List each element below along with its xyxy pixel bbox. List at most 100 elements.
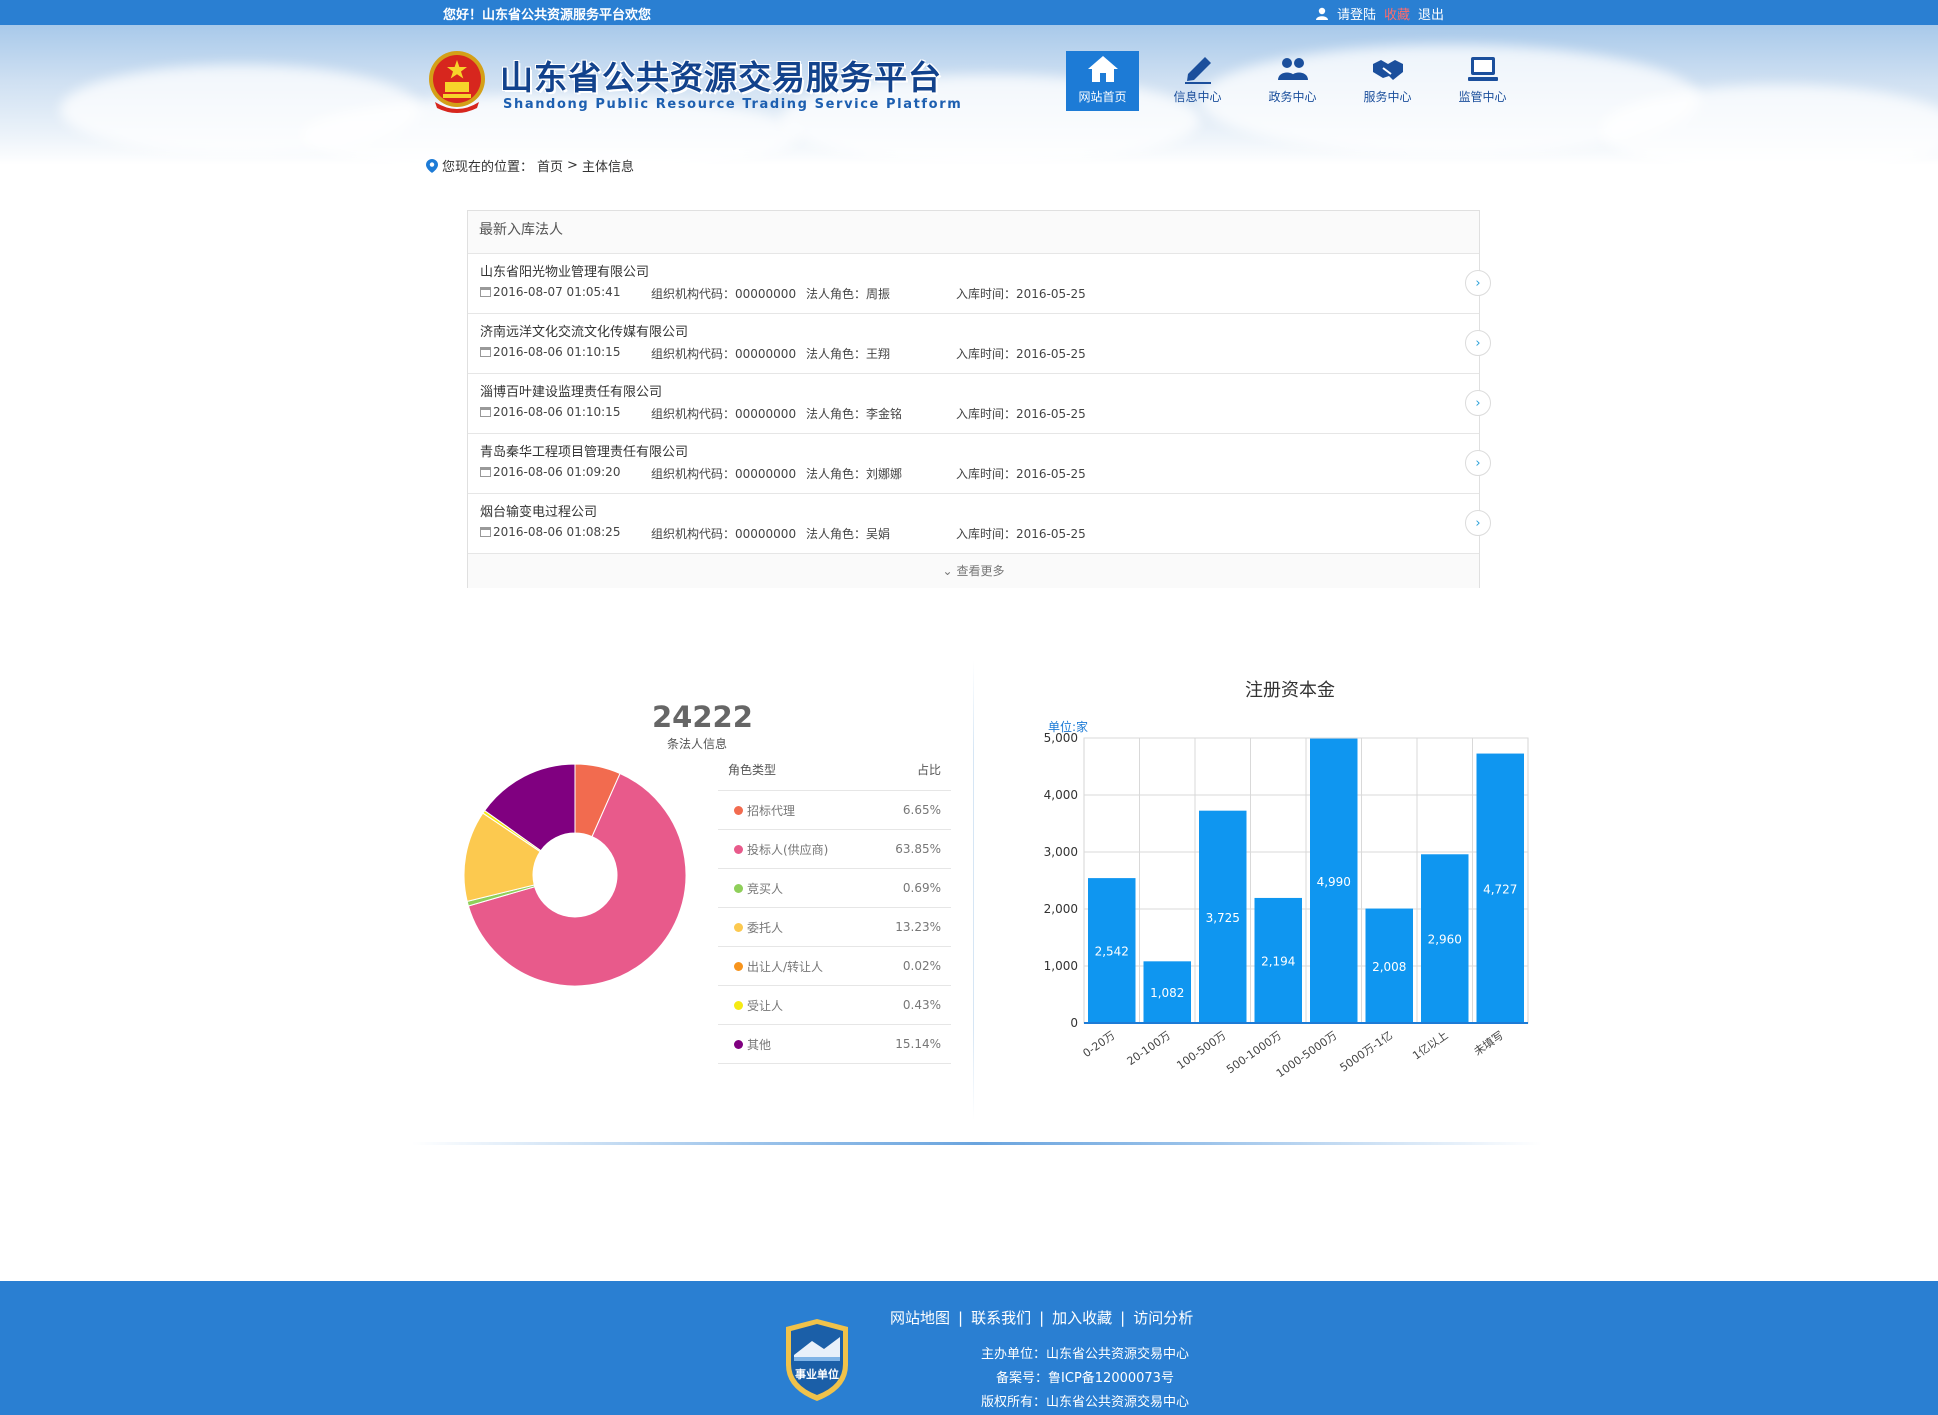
company-name[interactable]: 淄博百叶建设监理责任有限公司 [480,385,663,400]
login-link[interactable]: 请登陆 [1337,8,1377,23]
bar-value-label: 3,725 [1206,911,1240,925]
time-field: 2016-08-06 01:09:20 [480,465,620,479]
vertical-divider [973,660,974,1120]
bar[interactable] [1476,753,1525,1023]
company-name[interactable]: 青岛秦华工程项目管理责任有限公司 [480,445,689,460]
legend-label: 投标人(供应商) [734,841,828,858]
chevron-right-icon[interactable]: › [1465,450,1491,476]
nav-supervision-center[interactable]: 监管中心 [1446,51,1519,111]
legend-label: 出让人/转让人 [734,958,823,975]
legend-pct: 0.02% [902,959,941,973]
legend-pct: 0.69% [902,881,941,895]
national-emblem-icon [429,51,485,113]
public-institution-badge[interactable]: 事业单位 [782,1317,852,1403]
total-count: 24222 [652,700,753,734]
org-code: 组织机构代码：00000000 [651,527,797,541]
nav-info-center[interactable]: 信息中心 [1161,51,1234,111]
nav-service-center[interactable]: 服务中心 [1351,51,1424,111]
list-item-time: 2016-08-06 01:10:15 [493,405,621,419]
chevron-right-icon[interactable]: › [1465,270,1491,296]
list-item-time: 2016-08-07 01:05:41 [493,285,621,299]
bar[interactable] [1199,810,1247,1023]
list-item[interactable]: 烟台输变电过程公司 2016-08-06 01:08:25 组织机构代码：00000… [468,494,1491,554]
legend-color-dot [734,844,743,854]
legend-label: 委托人 [734,919,783,936]
bar[interactable] [1365,908,1414,1023]
bar[interactable] [1254,897,1303,1023]
x-tick-label: 未填写 [1471,1028,1506,1058]
company-name[interactable]: 烟台输变电过程公司 [480,505,598,520]
panel-title: 最新入库法人 [468,211,1479,254]
legend-color-dot [734,961,743,971]
legend-row: 竞买人 0.69% [718,869,951,908]
bar-value-label: 2,960 [1428,933,1462,947]
chevron-right-icon[interactable]: › [1465,510,1491,536]
legend-role-name: 其他 [747,1037,772,1052]
calendar-icon [480,467,491,477]
footer-link-sitemap[interactable]: 网站地图 [890,1309,951,1327]
legend-pct: 15.14% [895,1037,941,1051]
list-item[interactable]: 济南远洋文化交流文化传媒有限公司 2016-08-06 01:10:15 组织机构代… [468,314,1491,374]
bar[interactable] [1143,961,1192,1023]
list-item[interactable]: 山东省阳光物业管理有限公司 2016-08-07 01:05:41 组织机构代码：0… [468,254,1491,314]
bar-value-label: 2,008 [1372,960,1406,974]
favorite-link[interactable]: 收藏 [1384,8,1411,23]
legend-header: 角色类型 占比 [718,758,951,791]
bar[interactable] [1310,738,1358,1023]
view-more-button[interactable]: ⌄ 查看更多 [468,554,1479,588]
legend-row: 其他 15.14% [718,1025,951,1064]
legend-row: 委托人 13.23% [718,908,951,947]
view-more-label: 查看更多 [956,564,1005,578]
footer-link-contact[interactable]: 联系我们 [971,1309,1032,1327]
registered-date: 入库时间：2016-05-25 [956,407,1086,421]
legend-role-name: 出让人/转让人 [747,959,824,974]
breadcrumb-home[interactable]: 首页 [537,160,564,175]
registered-date: 入库时间：2016-05-25 [956,287,1086,301]
donut-slice[interactable] [483,763,576,852]
list-item-meta: 2016-08-06 01:10:15 组织机构代码：00000000 法人角色：李… [480,405,1280,421]
legend-label: 竞买人 [734,880,783,897]
footer-link-analytics[interactable]: 访问分析 [1133,1309,1194,1327]
chevron-right-icon[interactable]: › [1465,390,1491,416]
legal-role: 法人角色：刘娜娜 [806,467,903,481]
chart-y-unit: 单位:家 [1048,719,1088,734]
list-item[interactable]: 淄博百叶建设监理责任有限公司 2016-08-06 01:10:15 组织机构代码：… [468,374,1491,434]
chart-title: 注册资本金 [1245,680,1335,701]
legend-col-type: 角色类型 [728,763,777,777]
registered-date: 入库时间：2016-05-25 [956,347,1086,361]
list-item-meta: 2016-08-07 01:05:41 组织机构代码：00000000 法人角色：周… [480,285,1280,301]
y-tick-label: 1,000 [1044,959,1078,973]
monitor-icon [1467,57,1498,81]
donut-slice[interactable] [467,772,687,987]
footer-info: 主办单位：山东省公共资源交易中心 备案号：鲁ICP备12000073号 版权所有… [890,1343,1280,1415]
bar[interactable] [1421,854,1469,1023]
pen-icon [1184,57,1211,84]
logout-link[interactable]: 退出 [1418,8,1445,23]
legend-pct: 13.23% [895,920,941,934]
users-icon [1277,58,1308,80]
home-icon [1087,56,1118,82]
chevron-down-icon: ⌄ [942,564,953,578]
footer-link-favorite[interactable]: 加入收藏 [1052,1309,1113,1327]
location-pin-icon [426,158,438,173]
time-field: 2016-08-06 01:08:25 [480,525,620,539]
org-code: 组织机构代码：00000000 [651,467,797,481]
time-field: 2016-08-07 01:05:41 [480,285,620,299]
footer-links: 网站地图 | 联系我们 | 加入收藏 | 访问分析 [890,1309,1194,1327]
company-name[interactable]: 济南远洋文化交流文化传媒有限公司 [480,325,689,340]
list-item-time: 2016-08-06 01:09:20 [493,465,621,479]
list-item-meta: 2016-08-06 01:08:25 组织机构代码：00000000 法人角色：吴… [480,525,1280,541]
nav-government-center[interactable]: 政务中心 [1256,51,1329,111]
y-tick-label: 5,000 [1044,731,1078,745]
nav-home[interactable]: 网站首页 [1066,51,1139,111]
bar[interactable] [1088,878,1136,1023]
calendar-icon [480,527,491,537]
site-footer: 事业单位 网站地图 | 联系我们 | 加入收藏 | 访问分析 主办单位：山东省公共资源交易中… [0,1281,1938,1415]
footer-sponsor: 主办单位：山东省公共资源交易中心 [980,1347,1189,1362]
chevron-right-icon[interactable]: › [1465,330,1491,356]
bar-value-label: 2,542 [1095,945,1129,959]
legal-role: 法人角色：王翔 [806,347,891,361]
list-item[interactable]: 青岛秦华工程项目管理责任有限公司 2016-08-06 01:09:20 组织机构代… [468,434,1491,494]
company-name[interactable]: 山东省阳光物业管理有限公司 [480,265,650,280]
legend-row: 受让人 0.43% [718,986,951,1025]
